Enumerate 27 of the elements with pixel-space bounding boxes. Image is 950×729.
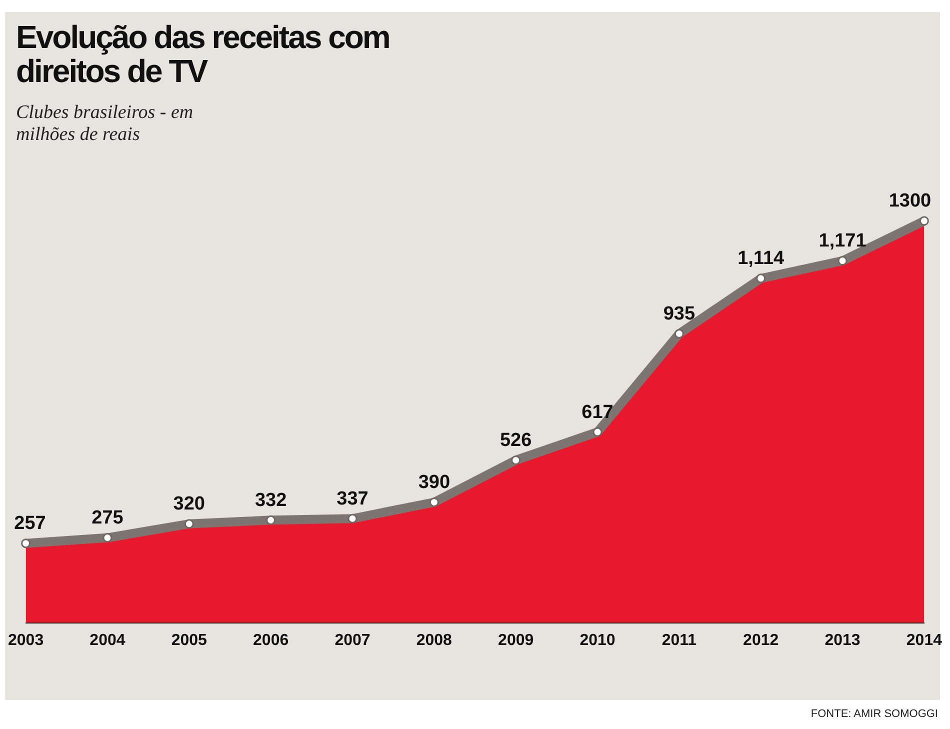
chart-subtitle: Clubes brasileiros - em milhões de reais (16, 102, 194, 146)
x-tick-label: 2014 (906, 632, 942, 649)
source-note: FONTE: AMIR SOMOGGI (810, 708, 938, 720)
x-tick-label: 2009 (498, 632, 534, 649)
x-tick-label: 2008 (416, 632, 452, 649)
x-tick-label: 2010 (580, 632, 616, 649)
x-tick-label: 2013 (824, 632, 860, 649)
data-label: 320 (173, 494, 205, 515)
data-label: 1,114 (738, 248, 785, 270)
x-tick-label: 2006 (253, 632, 289, 649)
x-tick-label: 2011 (662, 632, 697, 649)
data-label: 332 (254, 490, 287, 511)
data-label: 275 (92, 508, 124, 529)
x-tick-label: 2003 (8, 632, 44, 649)
data-label: 390 (418, 472, 450, 493)
x-tick-label: 2005 (171, 632, 208, 649)
data-label: 526 (500, 430, 532, 451)
x-tick-label: 2004 (90, 632, 126, 649)
data-label: 935 (663, 303, 696, 324)
data-label: 257 (14, 513, 46, 534)
x-tick-label: 2012 (743, 632, 779, 649)
data-label: 1,171 (818, 230, 867, 252)
data-label: 337 (336, 488, 368, 510)
data-label: 1300 (888, 190, 932, 212)
data-label: 617 (582, 402, 614, 423)
x-tick-label: 2007 (334, 632, 370, 649)
chart-title: Evolução das receitas com direitos de TV (16, 19, 390, 89)
